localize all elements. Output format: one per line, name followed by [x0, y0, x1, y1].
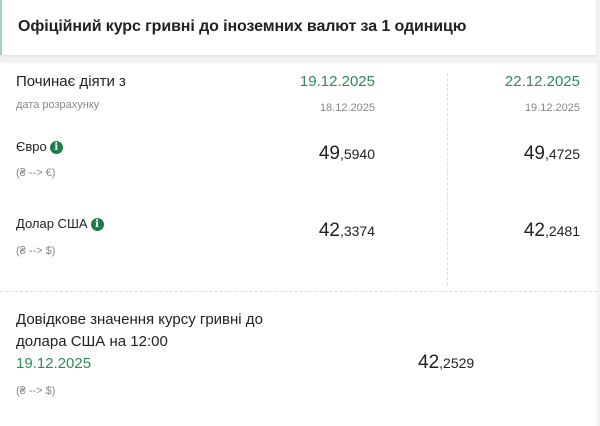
reference-value: 42,2529	[418, 352, 475, 373]
effective-date-2: 22.12.2025	[504, 73, 580, 90]
calc-date-1: 18.12.2025	[319, 102, 375, 114]
section-divider	[0, 291, 597, 292]
page-header: Офіційний курс гривні до іноземних валют…	[0, 0, 596, 55]
rates-card: Починає діяти з 19.12.2025 22.12.2025 да…	[0, 63, 597, 426]
effective-date-1: 19.12.2025	[299, 73, 375, 90]
rate-value-1: 49,5940	[318, 143, 375, 164]
info-icon[interactable]: i	[49, 141, 63, 154]
effective-label: Починає діяти з	[16, 73, 126, 90]
currency-name: Долар США	[16, 216, 88, 231]
reference-title-line1: Довідкове значення курсу гривні до	[16, 311, 263, 328]
reference-title-line2: долара США на 12:00	[16, 333, 168, 350]
rate-value-1: 42,3374	[318, 220, 375, 241]
column-divider	[447, 73, 448, 285]
reference-date: 19.12.2025	[16, 355, 92, 372]
currency-name: Євро	[16, 139, 47, 154]
rate-value-2: 42,2481	[523, 220, 580, 241]
page-title: Офіційний курс гривні до іноземних валют…	[18, 18, 467, 35]
direction: (₴ --> $)	[16, 385, 56, 397]
info-icon[interactable]: i	[90, 218, 104, 231]
calc-date-2: 19.12.2025	[524, 102, 580, 114]
calc-label: дата розрахунку	[16, 99, 100, 111]
rate-value-2: 49,4725	[523, 143, 580, 164]
direction: (₴ --> $)	[16, 245, 56, 257]
direction: (₴ --> €)	[16, 167, 56, 179]
